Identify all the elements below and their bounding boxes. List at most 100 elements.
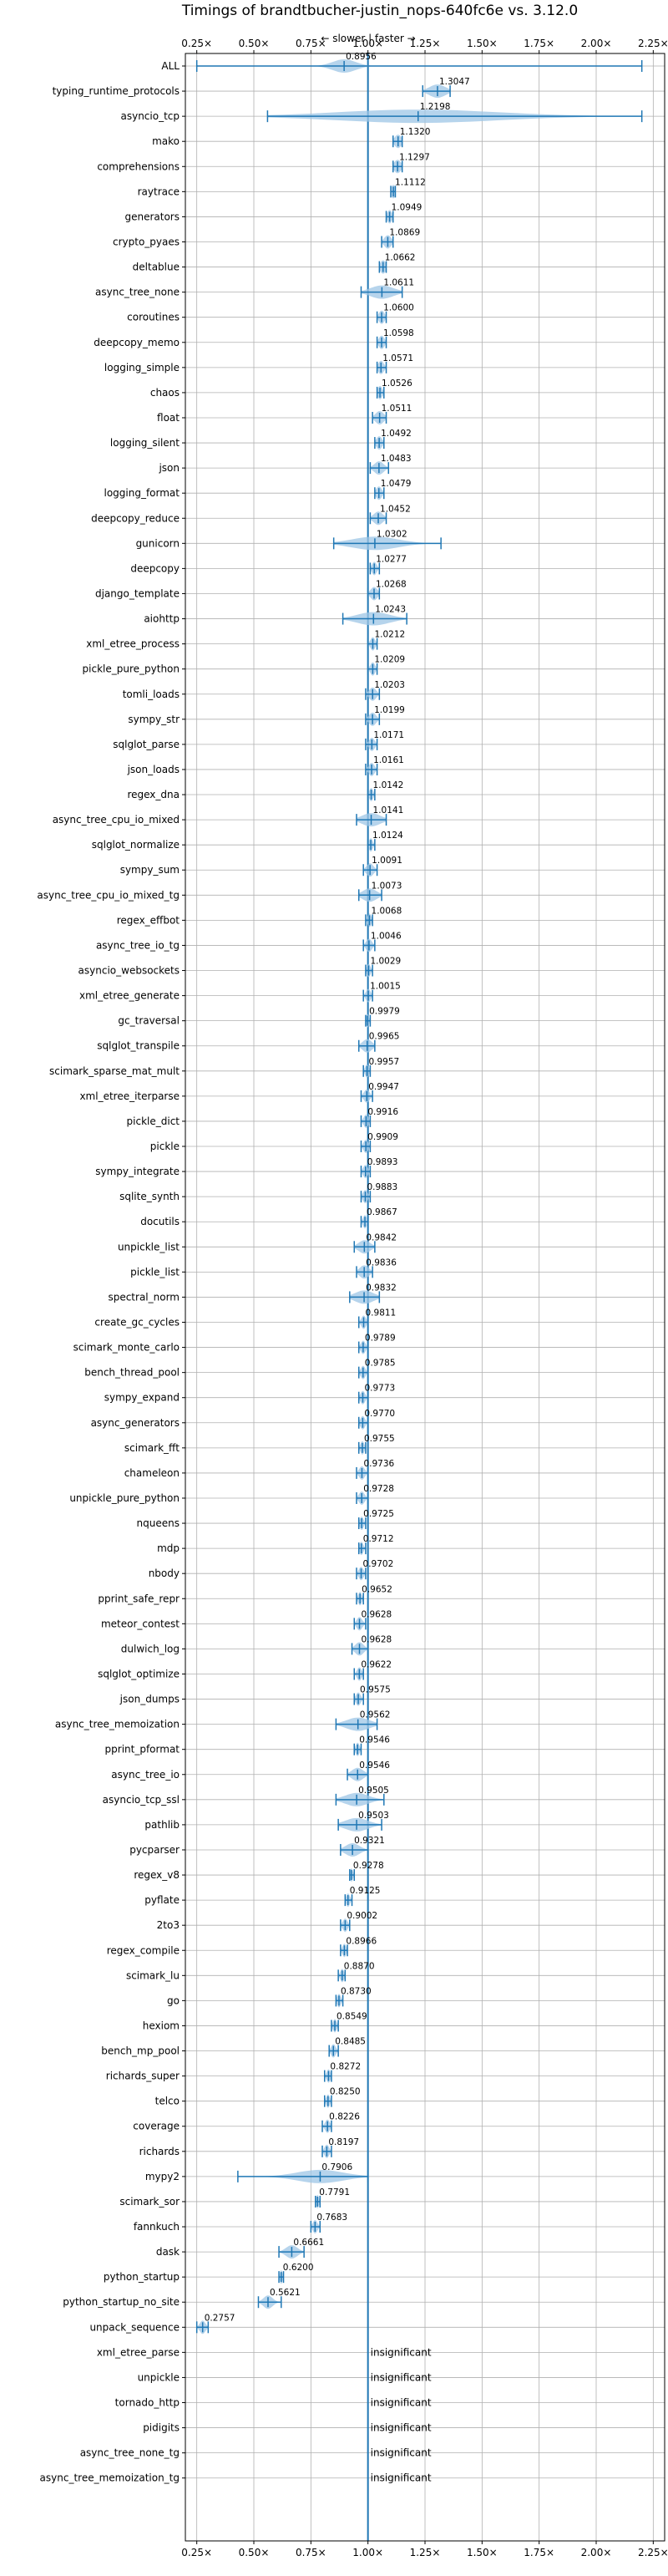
x-tick-label-top: 0.25× xyxy=(181,38,212,49)
insignificant-label: insignificant xyxy=(371,2346,432,2358)
value-label: 0.8272 xyxy=(330,2062,361,2072)
benchmark-label: async_tree_memoization xyxy=(55,1719,180,1730)
benchmark-label: tornado_http xyxy=(115,2397,180,2409)
x-tick-label-bottom: 1.50× xyxy=(467,2547,498,2558)
x-tick-label-bottom: 2.00× xyxy=(581,2547,612,2558)
insignificant-label: insignificant xyxy=(371,2397,432,2409)
value-label: 1.0029 xyxy=(370,957,401,967)
benchmark-label: sqlglot_transpile xyxy=(97,1040,180,1052)
x-tick-label-top: 1.25× xyxy=(410,38,441,49)
benchmark-label: meteor_contest xyxy=(101,1618,180,1629)
benchmark-label: chameleon xyxy=(124,1467,180,1479)
value-label: 0.8956 xyxy=(346,52,377,62)
value-label: 1.0452 xyxy=(380,504,411,514)
benchmark-label: json_dumps xyxy=(119,1694,180,1705)
benchmark-label: xml_etree_parse xyxy=(97,2346,180,2358)
benchmark-label: sympy_sum xyxy=(120,864,180,876)
benchmark-label: mypy2 xyxy=(145,2171,180,2182)
benchmark-label: pycparser xyxy=(129,1844,180,1856)
benchmark-label: pathlib xyxy=(144,1819,180,1831)
value-label: 0.9832 xyxy=(366,1283,397,1293)
benchmark-label: async_tree_io_tg xyxy=(96,939,180,951)
benchmark-label: go xyxy=(167,1994,180,2006)
value-label: 0.8197 xyxy=(328,2137,359,2147)
benchmark-label: pprint_pformat xyxy=(105,1744,180,1755)
value-label: 0.8549 xyxy=(337,2011,367,2021)
benchmark-label: richards xyxy=(139,2146,180,2157)
labels-layer: 0.25× 0.25× 0.50× 0.50× 0.75× 0.75× 1.00× 1.00×… xyxy=(37,38,668,2558)
value-label: 1.0600 xyxy=(383,303,414,313)
benchmark-label: json_loads xyxy=(127,764,180,775)
benchmark-label: python_startup_no_site xyxy=(63,2296,180,2308)
marks-layer xyxy=(195,53,643,2541)
value-label: 0.9842 xyxy=(366,1232,397,1242)
benchmark-label: unpickle xyxy=(138,2371,180,2383)
benchmark-label: django_template xyxy=(95,587,180,599)
value-label: 0.9947 xyxy=(368,1082,399,1092)
benchmark-label: mdp xyxy=(157,1542,180,1554)
value-label: 0.9736 xyxy=(363,1459,394,1469)
x-tick-label-top: 2.00× xyxy=(581,38,612,49)
value-label: 1.0598 xyxy=(383,328,414,338)
value-label: 0.9505 xyxy=(358,1786,389,1796)
value-label: 0.9712 xyxy=(363,1534,394,1544)
value-label: 1.0124 xyxy=(372,831,403,841)
benchmark-label: fannkuch xyxy=(134,2221,180,2233)
value-label: 0.9893 xyxy=(367,1157,398,1167)
value-label: 1.0199 xyxy=(374,705,405,715)
value-label: 0.8250 xyxy=(330,2087,361,2097)
chart-title: Timings of brandtbucher-justin_nops-640f… xyxy=(181,3,578,19)
benchmark-label: comprehensions xyxy=(97,160,180,172)
value-label: 1.0949 xyxy=(392,202,423,212)
benchmark-label: deepcopy_memo xyxy=(94,337,180,348)
benchmark-label: 2to3 xyxy=(157,1919,180,1931)
benchmark-label: sqlglot_parse xyxy=(113,739,180,750)
value-label: 1.0571 xyxy=(382,353,413,363)
benchmark-label: deepcopy xyxy=(130,562,180,574)
benchmark-label: float xyxy=(157,412,180,424)
benchmark-label: docutils xyxy=(140,1216,180,1227)
value-label: 0.9770 xyxy=(364,1409,395,1419)
benchmark-label: hexiom xyxy=(143,2020,180,2031)
value-label: 1.0611 xyxy=(383,278,414,288)
value-label: 0.8730 xyxy=(341,1986,372,1996)
benchmark-label: asyncio_websockets xyxy=(78,965,180,977)
benchmark-label: async_generators xyxy=(91,1417,180,1429)
value-label: 0.9965 xyxy=(369,1032,400,1042)
benchmark-label: unpickle_list xyxy=(118,1241,180,1252)
benchmark-label: chaos xyxy=(150,387,180,399)
benchmark-label: coroutines xyxy=(127,312,180,323)
value-label: 0.9546 xyxy=(359,1761,390,1771)
value-label: 0.9702 xyxy=(363,1559,394,1569)
x-tick-label-top: 1.75× xyxy=(524,38,554,49)
benchmark-label: xml_etree_generate xyxy=(79,990,180,1002)
benchmark-label: regex_dna xyxy=(127,789,180,800)
value-label: 0.9909 xyxy=(367,1132,398,1142)
value-label: 0.9503 xyxy=(358,1811,389,1821)
benchmark-label: bench_mp_pool xyxy=(101,2045,180,2057)
x-tick-label-top: 2.25× xyxy=(638,38,668,49)
value-label: 1.0142 xyxy=(373,780,404,790)
benchmark-label: pyflate xyxy=(144,1894,180,1906)
benchmark-label: async_tree_cpu_io_mixed xyxy=(53,814,180,826)
benchmark-label: telco xyxy=(155,2096,180,2107)
benchmark-label: sympy_integrate xyxy=(95,1166,180,1177)
benchmark-label: typing_runtime_protocols xyxy=(53,85,180,97)
value-label: 0.8966 xyxy=(346,1936,377,1946)
value-label: 0.9321 xyxy=(354,1836,385,1846)
benchmark-label: tomli_loads xyxy=(123,688,180,700)
value-label: 0.9785 xyxy=(365,1359,396,1369)
value-label: 0.9622 xyxy=(361,1659,392,1669)
benchmark-label: scimark_fft xyxy=(124,1442,180,1454)
x-tick-label-bottom: 2.25× xyxy=(638,2547,668,2558)
value-label: 0.9811 xyxy=(366,1308,397,1318)
benchmark-label: regex_compile xyxy=(107,1944,180,1956)
benchmark-label: richards_super xyxy=(106,2070,180,2082)
benchmark-label: spectral_norm xyxy=(108,1291,180,1303)
benchmark-label: python_startup xyxy=(104,2271,180,2283)
x-tick-label-top: 0.50× xyxy=(239,38,270,49)
value-label: 0.9628 xyxy=(361,1634,392,1644)
x-tick-label-top: 1.00× xyxy=(352,38,383,49)
benchmark-label: sqlglot_optimize xyxy=(98,1668,180,1679)
